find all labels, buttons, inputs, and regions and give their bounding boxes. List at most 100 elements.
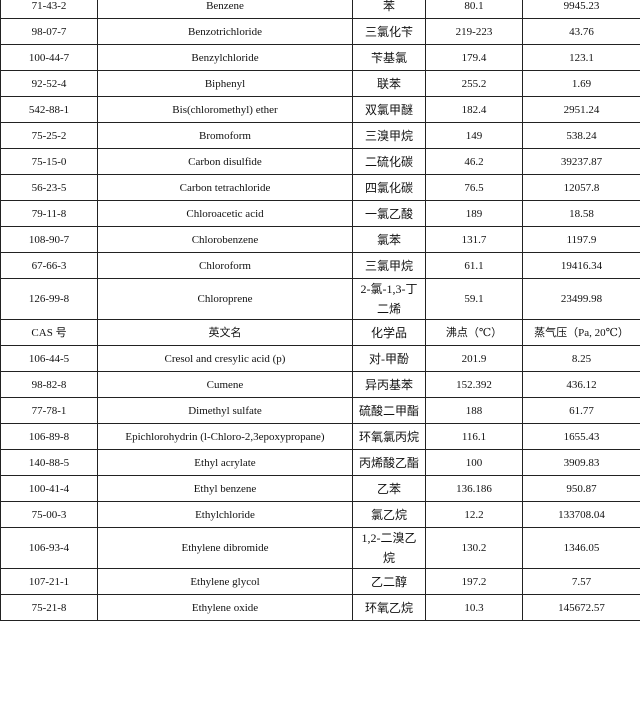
table-cell: 92-52-4 <box>0 70 98 97</box>
table-row: 106-44-5 Cresol and cresylic acid (p) 对-甲酚… <box>0 345 640 372</box>
table-row: 106-93-4 Ethylene dibromide 1,2-二溴乙烷 130.2 1… <box>0 527 640 569</box>
table-row: 107-21-1 Ethylene glycol 乙二醇 197.2 7.57 <box>0 568 640 595</box>
table-row: 75-15-0 Carbon disulfide 二硫化碳 46.2 39237.87 <box>0 148 640 175</box>
table-cell: 75-25-2 <box>0 122 98 149</box>
table-cell: 乙苯 <box>352 475 426 502</box>
table-cell: 61.77 <box>522 397 640 424</box>
table-cell: 1197.9 <box>522 226 640 253</box>
table-cell: 三溴甲烷 <box>352 122 426 149</box>
table-cell: 75-00-3 <box>0 501 98 528</box>
table-cell: Bromoform <box>97 122 353 149</box>
table-cell: 61.1 <box>425 252 523 279</box>
table-cell: Chloroacetic acid <box>97 200 353 227</box>
table-cell: 23499.98 <box>522 278 640 320</box>
table-row: 56-23-5 Carbon tetrachloride 四氯化碳 76.5 12057… <box>0 174 640 201</box>
table-cell: Benzene <box>97 0 353 19</box>
table-cell: Ethylchloride <box>97 501 353 528</box>
table-cell: 化学品 <box>352 319 426 346</box>
table-row: 140-88-5 Ethyl acrylate 丙烯酸乙酯 100 3909.83 <box>0 449 640 476</box>
table-cell: 149 <box>425 122 523 149</box>
table-cell: 197.2 <box>425 568 523 595</box>
table-cell: 环氧乙烷 <box>352 594 426 621</box>
table-row: 108-90-7 Chlorobenzene 氯苯 131.7 1197.9 <box>0 226 640 253</box>
table-cell: Carbon disulfide <box>97 148 353 175</box>
table-cell: 2-氯-1,3-丁二烯 <box>352 278 426 320</box>
table-cell: Cresol and cresylic acid (p) <box>97 345 353 372</box>
table-cell: 152.392 <box>425 371 523 398</box>
table-cell: 39237.87 <box>522 148 640 175</box>
table-cell: 189 <box>425 200 523 227</box>
data-table: 71-43-2 Benzene 苯 80.1 9945.23 98-07-7 Benzotr… <box>0 0 640 621</box>
table-cell: 异丙基苯 <box>352 371 426 398</box>
table-cell: 1655.43 <box>522 423 640 450</box>
table-cell: Epichlorohydrin (l-Chloro-2,3epoxypropan… <box>97 423 353 450</box>
table-cell: Benzylchloride <box>97 44 353 71</box>
table-cell: 9945.23 <box>522 0 640 19</box>
table-cell: 苯 <box>352 0 426 19</box>
table-cell: 46.2 <box>425 148 523 175</box>
table-cell: 136.186 <box>425 475 523 502</box>
table-cell: 100 <box>425 449 523 476</box>
table-cell: 140-88-5 <box>0 449 98 476</box>
table-cell: Carbon tetrachloride <box>97 174 353 201</box>
table-cell: 12.2 <box>425 501 523 528</box>
table-cell: 116.1 <box>425 423 523 450</box>
table-cell: 145672.57 <box>522 594 640 621</box>
table-cell: 131.7 <box>425 226 523 253</box>
table-cell: 1,2-二溴乙烷 <box>352 527 426 569</box>
table-cell: 79-11-8 <box>0 200 98 227</box>
table-row: 75-00-3 Ethylchloride 氯乙烷 12.2 133708.04 <box>0 501 640 528</box>
table-cell: 2951.24 <box>522 96 640 123</box>
table-cell: Ethylene glycol <box>97 568 353 595</box>
table-cell: 一氯乙酸 <box>352 200 426 227</box>
table-cell: 3909.83 <box>522 449 640 476</box>
table-cell: 182.4 <box>425 96 523 123</box>
table-cell: 丙烯酸乙酯 <box>352 449 426 476</box>
table-row: 75-25-2 Bromoform 三溴甲烷 149 538.24 <box>0 122 640 149</box>
table-cell: 71-43-2 <box>0 0 98 19</box>
table-cell: 123.1 <box>522 44 640 71</box>
table-cell: Chloroprene <box>97 278 353 320</box>
table-cell: 联苯 <box>352 70 426 97</box>
table-cell: 130.2 <box>425 527 523 569</box>
table-cell: Chloroform <box>97 252 353 279</box>
table-cell: 538.24 <box>522 122 640 149</box>
table-cell: 10.3 <box>425 594 523 621</box>
table-row: 79-11-8 Chloroacetic acid 一氯乙酸 189 18.58 <box>0 200 640 227</box>
table-cell: Ethyl acrylate <box>97 449 353 476</box>
table-cell: 7.57 <box>522 568 640 595</box>
table-row: 98-82-8 Cumene 异丙基苯 152.392 436.12 <box>0 371 640 398</box>
table-cell: 56-23-5 <box>0 174 98 201</box>
table-cell: 106-89-8 <box>0 423 98 450</box>
table-cell: Ethylene oxide <box>97 594 353 621</box>
table-cell: 1346.05 <box>522 527 640 569</box>
table-cell: 苄基氯 <box>352 44 426 71</box>
table-row: 126-99-8 Chloroprene 2-氯-1,3-丁二烯 59.1 23499.… <box>0 278 640 320</box>
table-cell: Biphenyl <box>97 70 353 97</box>
table-cell: 98-07-7 <box>0 18 98 45</box>
table-cell: 三氯甲烷 <box>352 252 426 279</box>
table-cell: 乙二醇 <box>352 568 426 595</box>
table-cell: 氯乙烷 <box>352 501 426 528</box>
table-cell: 179.4 <box>425 44 523 71</box>
table-cell: 67-66-3 <box>0 252 98 279</box>
table-cell: Cumene <box>97 371 353 398</box>
table-cell: 188 <box>425 397 523 424</box>
table-cell: 219-223 <box>425 18 523 45</box>
table-body: 71-43-2 Benzene 苯 80.1 9945.23 98-07-7 Benzotr… <box>0 0 640 621</box>
table-cell: 950.87 <box>522 475 640 502</box>
table-cell: 76.5 <box>425 174 523 201</box>
table-cell: Ethyl benzene <box>97 475 353 502</box>
table-cell: 12057.8 <box>522 174 640 201</box>
table-cell: 98-82-8 <box>0 371 98 398</box>
table-row: 100-41-4 Ethyl benzene 乙苯 136.186 950.87 <box>0 475 640 502</box>
table-cell: 106-44-5 <box>0 345 98 372</box>
table-cell: 108-90-7 <box>0 226 98 253</box>
table-cell: Benzotrichloride <box>97 18 353 45</box>
table-cell: 542-88-1 <box>0 96 98 123</box>
table-cell: 100-41-4 <box>0 475 98 502</box>
table-row: 100-44-7 Benzylchloride 苄基氯 179.4 123.1 <box>0 44 640 71</box>
table-cell: 8.25 <box>522 345 640 372</box>
table-cell: 三氯化苄 <box>352 18 426 45</box>
